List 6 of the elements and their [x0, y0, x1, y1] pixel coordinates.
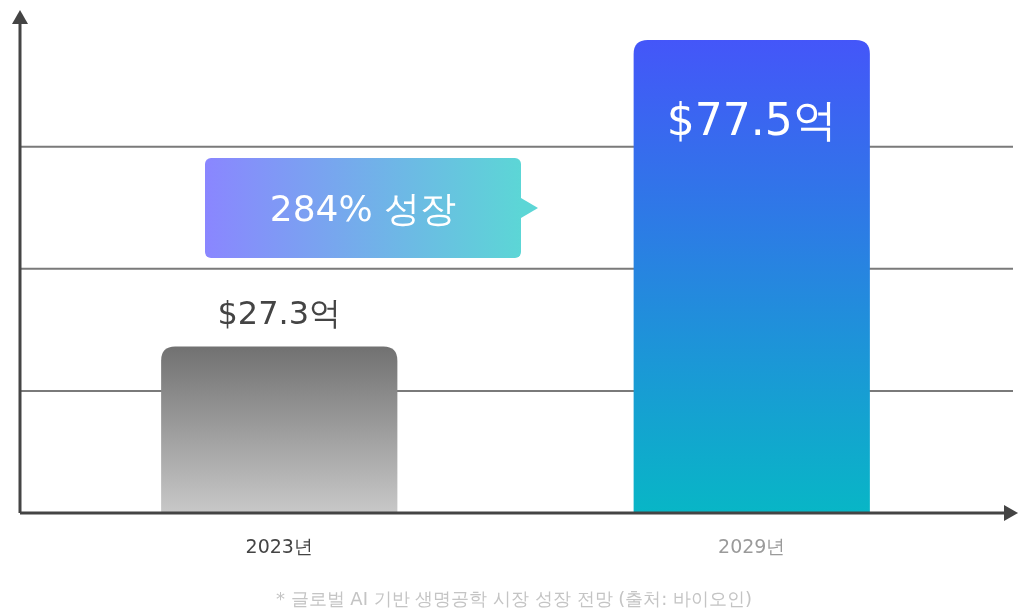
text: * 글로벌 AI 기반 생명공학 시장 성장 전망 (출처: 바이오인) — [275, 588, 753, 609]
data-label: $77.5억 — [666, 94, 837, 145]
x-tick-label: 2029년 — [718, 535, 786, 557]
data-label: $27.3억 — [217, 294, 342, 333]
x-tick-label: 2023년 — [245, 535, 313, 557]
annotation: 284% 성장 — [269, 188, 457, 229]
